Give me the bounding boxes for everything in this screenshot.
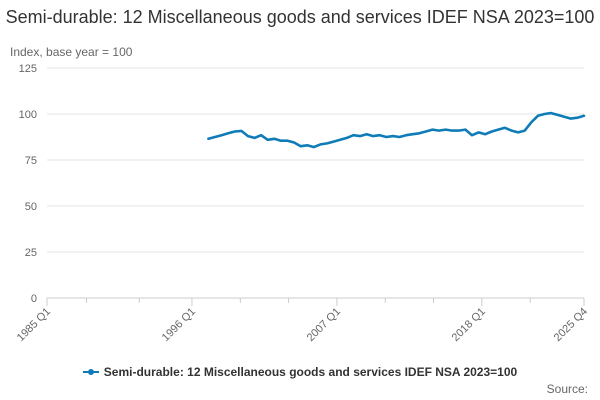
x-axis: 1985 Q1 1996 Q1 2007 Q1 2018 Q1 2025 Q4: [15, 297, 590, 344]
y-tick-label-100: 100: [19, 109, 37, 121]
y-tick-label-25: 25: [25, 247, 37, 259]
chart-title: Semi-durable: 12 Miscellaneous goods and…: [5, 7, 595, 27]
legend[interactable]: Semi-durable: 12 Miscellaneous goods and…: [0, 365, 600, 379]
x-tick-label-4: 2025 Q4: [552, 306, 590, 344]
series-layer: [207, 111, 586, 149]
source-note: Source:: [546, 382, 588, 396]
legend-swatch: [82, 369, 99, 375]
x-tick-label-2: 2007 Q1: [305, 306, 343, 344]
legend-label: Semi-durable: 12 Miscellaneous goods and…: [103, 365, 518, 379]
y-axis-ticks: 0 25 50 75 100 125: [19, 63, 37, 305]
x-tick-label-3: 2018 Q1: [450, 306, 488, 344]
gridlines: [47, 67, 584, 253]
y-tick-label-50: 50: [25, 201, 37, 213]
x-tick-label-1: 1996 Q1: [160, 306, 198, 344]
y-tick-label-125: 125: [19, 63, 37, 75]
x-tick-label-0: 1985 Q1: [15, 306, 53, 344]
y-tick-label-75: 75: [25, 155, 37, 167]
y-tick-label-0: 0: [31, 293, 37, 305]
y-axis-label: Index, base year = 100: [10, 45, 133, 59]
series-line-0: [207, 111, 586, 149]
